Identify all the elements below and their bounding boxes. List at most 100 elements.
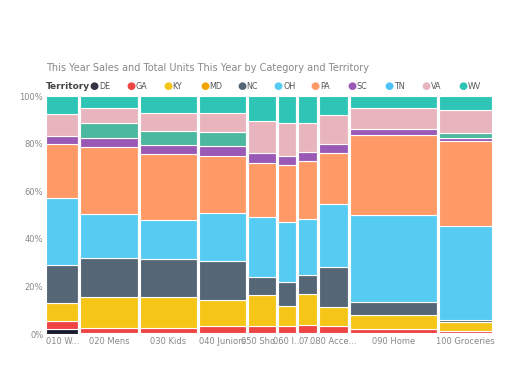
Bar bbox=[298, 152, 317, 162]
Bar bbox=[80, 123, 138, 138]
Bar bbox=[439, 322, 492, 331]
Text: SC: SC bbox=[357, 82, 368, 91]
Bar bbox=[319, 204, 348, 267]
Text: ●: ● bbox=[421, 81, 431, 91]
Bar bbox=[140, 297, 197, 328]
Text: ●: ● bbox=[458, 81, 467, 91]
Bar bbox=[439, 141, 492, 226]
Bar bbox=[319, 144, 348, 153]
Bar bbox=[350, 108, 437, 129]
Text: This Year Sales and Total Units This Year by Category and Territory: This Year Sales and Total Units This Yea… bbox=[46, 63, 369, 73]
Text: VA: VA bbox=[431, 82, 441, 91]
Bar bbox=[298, 96, 317, 123]
Text: ●: ● bbox=[126, 81, 136, 91]
Bar bbox=[439, 138, 492, 141]
Bar bbox=[140, 131, 197, 145]
Bar bbox=[46, 329, 78, 334]
Bar bbox=[199, 333, 246, 334]
Bar bbox=[298, 294, 317, 324]
Bar bbox=[140, 154, 197, 220]
Bar bbox=[350, 329, 437, 333]
Bar bbox=[199, 113, 246, 132]
Bar bbox=[140, 259, 197, 297]
Bar bbox=[199, 213, 246, 262]
Bar bbox=[46, 136, 78, 144]
Bar bbox=[278, 156, 296, 165]
Bar bbox=[199, 156, 246, 213]
Text: ●: ● bbox=[200, 81, 209, 91]
Bar bbox=[248, 121, 275, 153]
Text: DE: DE bbox=[99, 82, 110, 91]
Bar bbox=[439, 331, 492, 333]
Bar bbox=[46, 96, 78, 114]
Bar bbox=[80, 138, 138, 147]
Bar bbox=[278, 96, 296, 123]
Bar bbox=[350, 135, 437, 215]
Bar bbox=[199, 300, 246, 326]
Text: KY: KY bbox=[173, 82, 182, 91]
Bar bbox=[140, 113, 197, 131]
Bar bbox=[248, 326, 275, 333]
Bar bbox=[298, 324, 317, 333]
Bar bbox=[319, 307, 348, 326]
Bar bbox=[248, 277, 275, 295]
Bar bbox=[199, 326, 246, 333]
Bar bbox=[80, 328, 138, 333]
Text: ●: ● bbox=[237, 81, 246, 91]
Bar bbox=[46, 265, 78, 303]
Text: ●: ● bbox=[163, 81, 173, 91]
Bar bbox=[199, 96, 246, 113]
Bar bbox=[278, 123, 296, 156]
Bar bbox=[80, 108, 138, 123]
Bar bbox=[350, 129, 437, 135]
Bar bbox=[298, 275, 317, 294]
Bar bbox=[140, 328, 197, 333]
Text: NC: NC bbox=[246, 82, 258, 91]
Bar bbox=[140, 96, 197, 113]
Text: MD: MD bbox=[209, 82, 222, 91]
Bar bbox=[350, 302, 437, 315]
Bar bbox=[248, 153, 275, 163]
Bar bbox=[439, 133, 492, 138]
Bar bbox=[140, 333, 197, 334]
Bar bbox=[350, 96, 437, 108]
Bar bbox=[350, 333, 437, 334]
Bar bbox=[248, 96, 275, 121]
Bar bbox=[199, 146, 246, 156]
Text: TN: TN bbox=[394, 82, 404, 91]
Bar bbox=[46, 303, 78, 321]
Bar bbox=[278, 222, 296, 282]
Bar bbox=[46, 321, 78, 329]
Text: ●: ● bbox=[385, 81, 394, 91]
Bar bbox=[350, 315, 437, 329]
Bar bbox=[439, 320, 492, 322]
Bar bbox=[319, 96, 348, 115]
Text: ●: ● bbox=[311, 81, 320, 91]
Bar bbox=[439, 333, 492, 334]
Bar bbox=[248, 295, 275, 326]
Bar bbox=[278, 326, 296, 333]
Bar bbox=[319, 153, 348, 204]
Bar bbox=[319, 326, 348, 333]
Text: Territory: Territory bbox=[46, 82, 90, 91]
Bar bbox=[46, 114, 78, 136]
Bar bbox=[319, 115, 348, 144]
Bar bbox=[350, 215, 437, 302]
Bar bbox=[298, 333, 317, 334]
Text: OH: OH bbox=[283, 82, 295, 91]
Bar bbox=[278, 165, 296, 222]
Bar bbox=[439, 110, 492, 133]
Text: ●: ● bbox=[90, 81, 99, 91]
Bar bbox=[278, 306, 296, 326]
Bar bbox=[439, 226, 492, 320]
Text: GA: GA bbox=[136, 82, 147, 91]
Text: PA: PA bbox=[320, 82, 330, 91]
Text: ●: ● bbox=[348, 81, 357, 91]
Bar bbox=[319, 333, 348, 334]
Bar bbox=[80, 96, 138, 108]
Bar bbox=[248, 163, 275, 217]
Bar bbox=[278, 333, 296, 334]
Bar bbox=[248, 333, 275, 334]
Bar bbox=[46, 144, 78, 199]
Bar bbox=[80, 214, 138, 258]
